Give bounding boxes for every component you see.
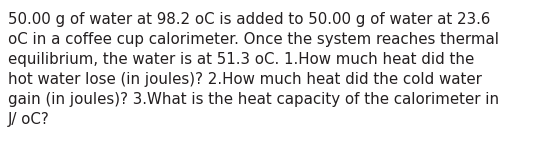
Text: 50.00 g of water at 98.2 oC is added to 50.00 g of water at 23.6
oC in a coffee : 50.00 g of water at 98.2 oC is added to … (8, 12, 499, 127)
